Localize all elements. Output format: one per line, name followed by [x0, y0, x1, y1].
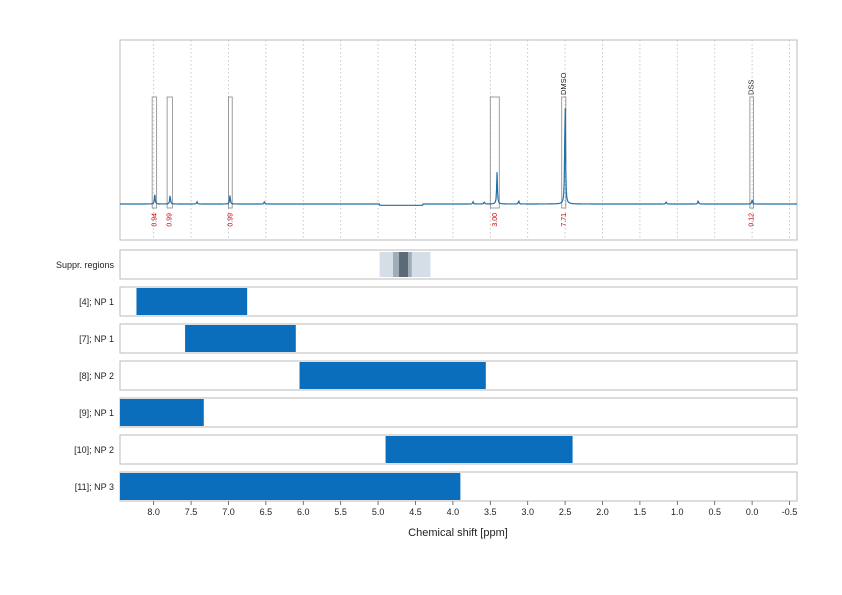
range-row: [4]; NP 1 [79, 286, 798, 317]
row-label: [8]; NP 2 [79, 371, 114, 381]
range-row: [10]; NP 2 [74, 434, 798, 465]
integral-value: 3.00 [492, 213, 499, 227]
range-bar [136, 288, 248, 315]
integration-box [228, 96, 233, 209]
integral-value: 0.94 [151, 213, 158, 227]
x-tick-label: 7.0 [222, 507, 235, 517]
x-tick-label: 1.5 [634, 507, 647, 517]
x-tick-label: 3.0 [521, 507, 534, 517]
reference-label: DMSO [559, 72, 568, 95]
integration-box [489, 96, 500, 209]
row-label: [11]; NP 3 [75, 482, 114, 492]
x-tick-label: 2.0 [596, 507, 609, 517]
x-tick-label: 4.0 [447, 507, 460, 517]
integration-box [151, 96, 158, 209]
x-tick-label: 0.5 [708, 507, 721, 517]
range-rows: Suppr. regions [4]; NP 1 [7]; NP 1 [8]; NP … [56, 249, 798, 502]
range-bar [120, 399, 204, 426]
spectrum-frame [119, 39, 798, 241]
row-label: [4]; NP 1 [79, 297, 114, 307]
x-tick-label: -0.5 [782, 507, 798, 517]
integral-labels: 0.94 0.99 0.99 3.00 7.71 DMSO 0.12 DSS [151, 72, 755, 226]
row-label: [9]; NP 1 [79, 408, 114, 418]
row-frame [119, 249, 798, 280]
x-tick-label: 2.5 [559, 507, 572, 517]
range-bar [299, 362, 486, 389]
integration-box [166, 96, 173, 209]
suppression-region [399, 252, 409, 277]
x-tick-label: 7.5 [185, 507, 198, 517]
range-row: Suppr. regions [56, 249, 798, 280]
reference-label: DSS [747, 80, 756, 95]
range-row: [8]; NP 2 [79, 360, 798, 391]
range-row: [9]; NP 1 [79, 397, 798, 428]
row-label: [10]; NP 2 [74, 445, 114, 455]
x-tick-label: 3.5 [484, 507, 497, 517]
x-tick-label: 6.0 [297, 507, 310, 517]
range-bar [120, 473, 461, 500]
integration-box [749, 96, 755, 209]
range-row: [11]; NP 3 [75, 471, 798, 502]
x-axis: 8.0 7.5 7.0 6.5 6.0 5.5 5.0 4.5 4.0 3.5 3.0 2.5 2.0 1… [147, 501, 797, 517]
x-tick-label: 6.5 [260, 507, 273, 517]
x-tick-label: 5.0 [372, 507, 385, 517]
spectrum-grid [153, 40, 790, 240]
range-bar [385, 436, 573, 463]
spectrum-panel: 0.94 0.99 0.99 3.00 7.71 DMSO 0.12 DSS [119, 39, 798, 241]
row-label: Suppr. regions [56, 260, 115, 270]
x-tick-label: 4.5 [409, 507, 422, 517]
x-tick-label: 8.0 [147, 507, 160, 517]
integral-value: 0.99 [227, 213, 234, 227]
x-tick-label: 5.5 [334, 507, 347, 517]
integral-value: 0.99 [167, 213, 174, 227]
x-tick-label: 1.0 [671, 507, 684, 517]
range-row: [7]; NP 1 [79, 323, 798, 354]
row-frame [119, 397, 798, 428]
x-axis-label: Chemical shift [ppm] [408, 527, 508, 539]
row-label: [7]; NP 1 [79, 334, 114, 344]
spectrum-line [120, 108, 797, 206]
integral-value: 0.12 [749, 213, 756, 227]
integral-value: 7.71 [561, 213, 568, 227]
x-tick-label: 0.0 [746, 507, 759, 517]
range-bar [185, 325, 296, 352]
integration-boxes [151, 96, 755, 209]
